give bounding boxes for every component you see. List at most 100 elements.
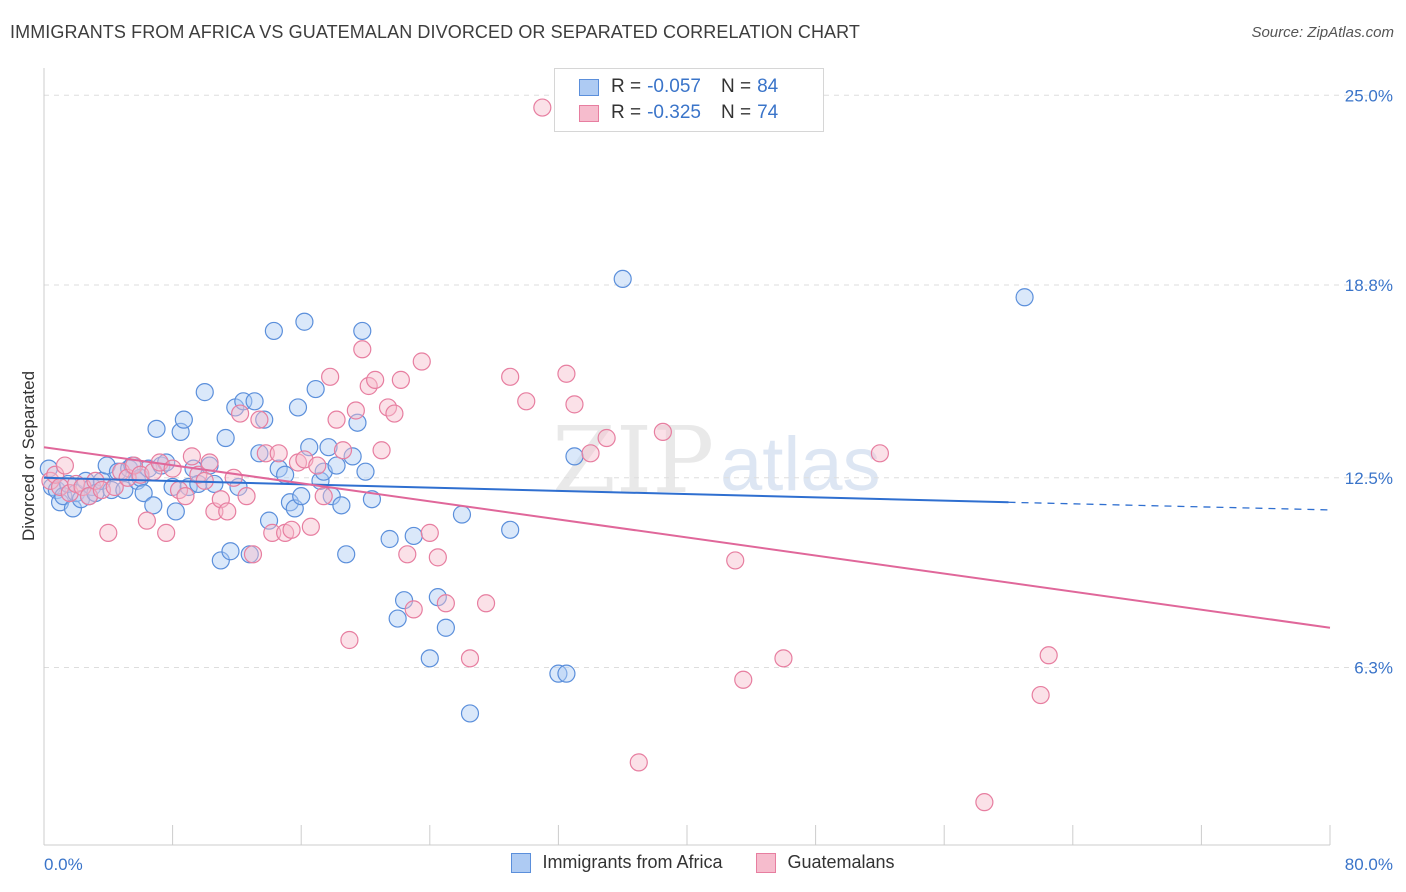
data-point [333, 441, 353, 460]
data-point [157, 523, 176, 542]
data-point [404, 600, 423, 619]
data-point [533, 98, 552, 117]
legend-n-value: 84 [757, 76, 779, 97]
data-point [726, 551, 745, 570]
data-point [288, 398, 308, 417]
data-point [557, 664, 576, 683]
y-tick-label: 12.5% [1345, 469, 1393, 488]
legend-row-guatemalans: R = -0.325 N = 74 [579, 100, 778, 126]
data-point [134, 484, 153, 503]
data-point [174, 410, 193, 429]
data-point [362, 490, 382, 509]
data-point [452, 505, 472, 524]
trend-lines [43, 446, 1331, 629]
data-point [86, 471, 105, 490]
y-tick-label: 6.3% [1354, 659, 1393, 678]
data-point [319, 438, 338, 457]
legend-n-label: N = [720, 76, 752, 97]
series-immigrants-from-africa [39, 269, 1034, 723]
data-point [337, 545, 356, 564]
data-point [182, 447, 201, 466]
data-point [774, 649, 793, 668]
legend-n-value: 74 [757, 102, 779, 123]
data-point [394, 591, 414, 610]
data-point [613, 269, 632, 288]
data-point [200, 453, 219, 472]
data-point [340, 630, 359, 650]
legend-swatch-africa [579, 78, 599, 96]
data-point [372, 441, 391, 460]
data-point [501, 520, 520, 539]
data-point [412, 352, 431, 371]
data-point [597, 428, 616, 448]
data-point [231, 404, 250, 423]
data-point [581, 444, 600, 463]
legend-r-label: R = [611, 102, 642, 123]
series-guatemalans [41, 98, 1058, 812]
legend-r-value: -0.325 [647, 102, 701, 123]
x-tick-label: 80.0% [1345, 855, 1393, 874]
watermark-atlas: atlas [720, 422, 881, 507]
data-point [420, 649, 439, 668]
data-point [975, 793, 994, 812]
legend-r-value: -0.057 [647, 76, 701, 97]
data-point [250, 410, 269, 429]
data-point [517, 392, 536, 411]
data-point [356, 462, 375, 481]
data-point [163, 459, 182, 478]
y-tick-label: 25.0% [1345, 86, 1393, 105]
data-point [353, 340, 372, 359]
data-point [166, 502, 185, 521]
data-point [137, 511, 156, 530]
data-point [55, 456, 74, 475]
data-point [218, 502, 237, 521]
data-point [1039, 646, 1058, 665]
data-point [237, 487, 256, 506]
data-point [280, 493, 300, 512]
data-point [460, 704, 480, 723]
data-point [1015, 288, 1034, 307]
legend-item-africa[interactable]: Immigrants from Africa [511, 852, 722, 873]
data-point [301, 517, 320, 536]
data-point [557, 364, 576, 383]
data-point [144, 496, 163, 515]
data-point [264, 321, 283, 341]
data-point [314, 487, 333, 506]
legend-label-africa: Immigrants from Africa [542, 852, 723, 872]
data-point [436, 594, 455, 613]
data-point [734, 670, 753, 689]
y-tick-label: 18.8% [1345, 276, 1393, 295]
data-point [256, 444, 275, 463]
data-point [147, 419, 166, 438]
legend-swatch-africa [511, 852, 532, 873]
data-point [629, 753, 648, 772]
data-point [102, 480, 121, 500]
data-point [250, 444, 269, 463]
data-point [436, 618, 455, 637]
legend-n-label: N = [720, 102, 752, 123]
legend-item-guatemalans[interactable]: Guatemalans [756, 852, 895, 873]
legend-label-guatemalans: Guatemalans [787, 852, 895, 872]
data-point [1031, 685, 1050, 705]
data-point [41, 471, 60, 490]
data-point [255, 410, 274, 429]
data-point [501, 367, 520, 386]
data-point [99, 523, 118, 542]
legend-row-africa: R = -0.057 N = 84 [579, 74, 778, 100]
legend-swatch-guatemalans [579, 104, 599, 122]
source-label: Source: ZipAtlas.com [1251, 24, 1394, 41]
data-point [295, 312, 314, 331]
data-point [327, 456, 346, 475]
data-point [460, 649, 480, 668]
data-point [321, 367, 340, 386]
data-point [263, 523, 282, 542]
watermark-zip: ZIP [552, 407, 714, 514]
axes [43, 68, 1331, 846]
data-point [398, 545, 417, 564]
data-point [195, 383, 214, 402]
y-axis-label: Divorced or Separated [19, 371, 38, 541]
tick-labels: 6.3% 12.5% 18.8% 25.0% 0.0% 80.0% [44, 86, 1393, 874]
trend-line-africa-extension [1008, 501, 1331, 511]
data-point [404, 526, 423, 546]
